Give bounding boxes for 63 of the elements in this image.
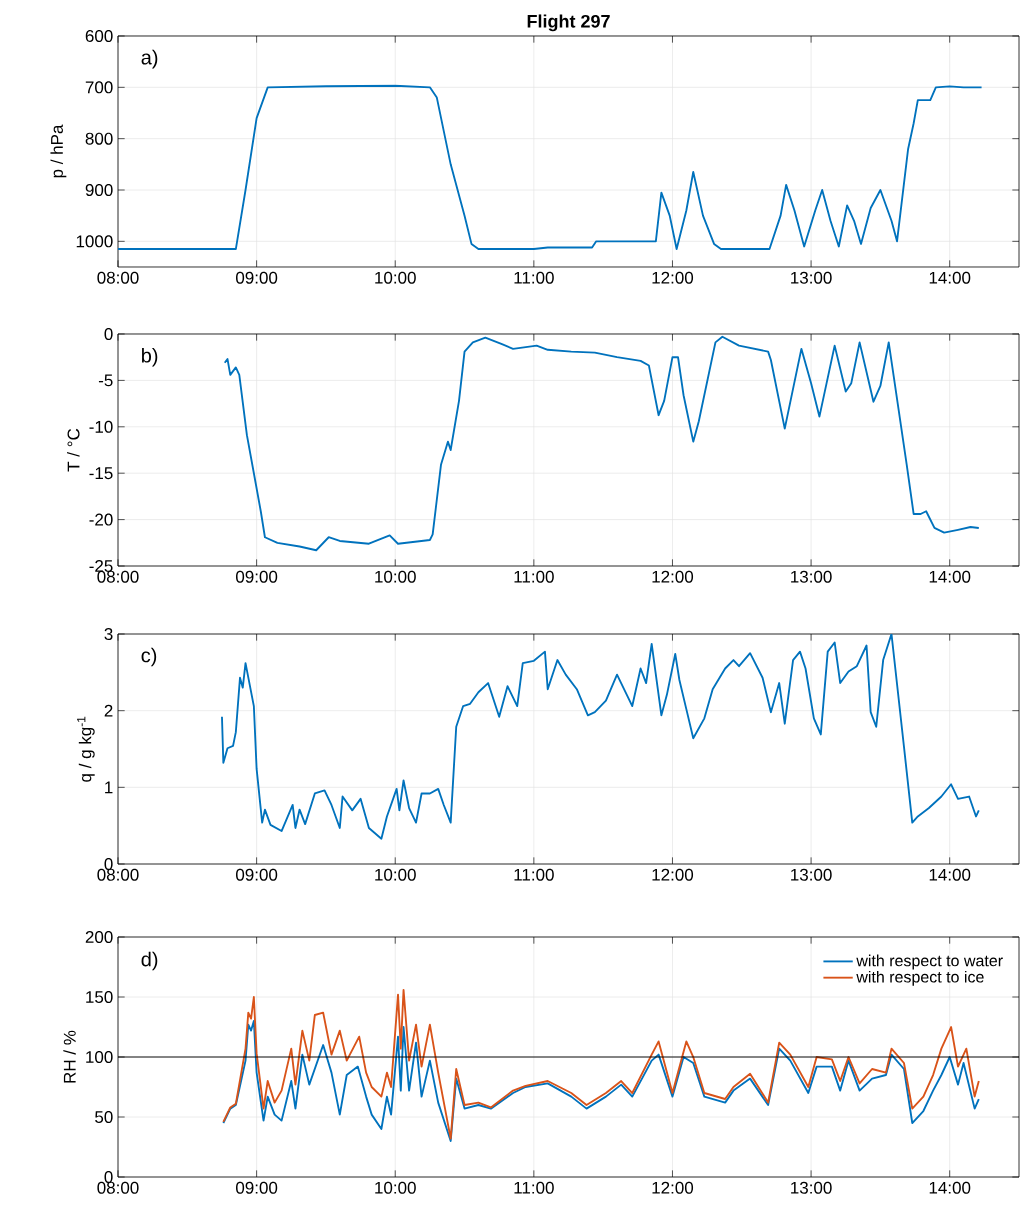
x-tick-label: 12:00 <box>652 570 694 583</box>
y-axis-title: T / °C <box>67 428 80 472</box>
y-tick-label: 0 <box>104 1170 113 1184</box>
y-tick-label: 600 <box>85 29 113 43</box>
x-tick-label: 10:00 <box>375 1181 416 1194</box>
y-tick-label: -5 <box>98 374 113 387</box>
annotation: d) <box>141 951 158 971</box>
y-axis-title: p / hPa <box>50 124 67 178</box>
x-tick-label: 12:00 <box>652 271 694 284</box>
annotation: a) <box>141 49 158 69</box>
x-tick-label: 10:00 <box>375 271 416 284</box>
x-tick-label: 09:00 <box>236 570 278 583</box>
line-series <box>118 84 983 250</box>
x-tick-label: 13:00 <box>791 271 832 284</box>
line-series <box>222 988 980 1140</box>
x-tick-label: 09:00 <box>236 1181 278 1194</box>
y-tick-label: 800 <box>85 132 113 145</box>
x-tick-label: 13:00 <box>791 570 832 583</box>
line-series <box>222 1020 980 1142</box>
y-tick-label: -10 <box>89 420 113 433</box>
x-tick-label: 14:00 <box>929 570 971 583</box>
x-tick-label: 09:00 <box>236 868 278 881</box>
x-tick-label: 14:00 <box>929 271 971 284</box>
x-tick-label: 13:00 <box>791 1181 832 1194</box>
y-tick-label: -20 <box>89 513 113 526</box>
annotation: c) <box>141 647 157 667</box>
y-tick-label: -25 <box>89 559 113 573</box>
y-tick-label: 150 <box>86 990 113 1004</box>
y-tick-label: -15 <box>89 467 113 480</box>
y-tick-label: 3 <box>104 627 113 641</box>
y-tick-label: 0 <box>104 327 113 341</box>
annotation: b) <box>142 347 158 367</box>
y-tick-label: 2 <box>104 704 113 717</box>
y-tick-label: 900 <box>85 183 113 197</box>
x-tick-label: 08:00 <box>97 570 139 583</box>
y-tick-label: 700 <box>85 81 113 94</box>
y-tick-label: 200 <box>85 930 113 944</box>
x-tick-label: 09:00 <box>236 271 278 284</box>
y-tick-label: 0 <box>104 857 113 871</box>
x-tick-label: 14:00 <box>929 1181 971 1194</box>
x-tick-label: 12:00 <box>652 868 694 881</box>
x-tick-label: 10:00 <box>375 868 416 881</box>
x-tick-label: 08:00 <box>97 1181 139 1194</box>
y-tick-label: 1 <box>105 781 113 794</box>
legend-label: with respect to water <box>856 954 1003 970</box>
y-axis-title: RH / % <box>63 1030 76 1083</box>
y-tick-label: 1000 <box>76 235 113 248</box>
line-series <box>221 634 980 840</box>
x-tick-label: 11:00 <box>514 868 554 881</box>
y-tick-label: 100 <box>86 1050 113 1064</box>
x-tick-label: 14:00 <box>929 868 971 881</box>
legend-label: with respect to ice <box>856 970 984 986</box>
x-tick-label: 10:00 <box>375 570 416 583</box>
y-axis-title: q / g kg$^{-1}$ <box>77 716 95 782</box>
x-tick-label: 11:00 <box>514 570 554 583</box>
x-tick-label: 11:00 <box>514 271 554 284</box>
x-tick-label: 12:00 <box>652 1181 694 1194</box>
x-tick-label: 08:00 <box>97 271 139 284</box>
y-tick-label: 50 <box>95 1110 113 1124</box>
x-tick-label: 11:00 <box>514 1181 554 1194</box>
x-tick-label: 13:00 <box>791 868 832 881</box>
x-tick-label: 08:00 <box>97 868 139 881</box>
chart-title: Flight 297 <box>527 14 610 32</box>
